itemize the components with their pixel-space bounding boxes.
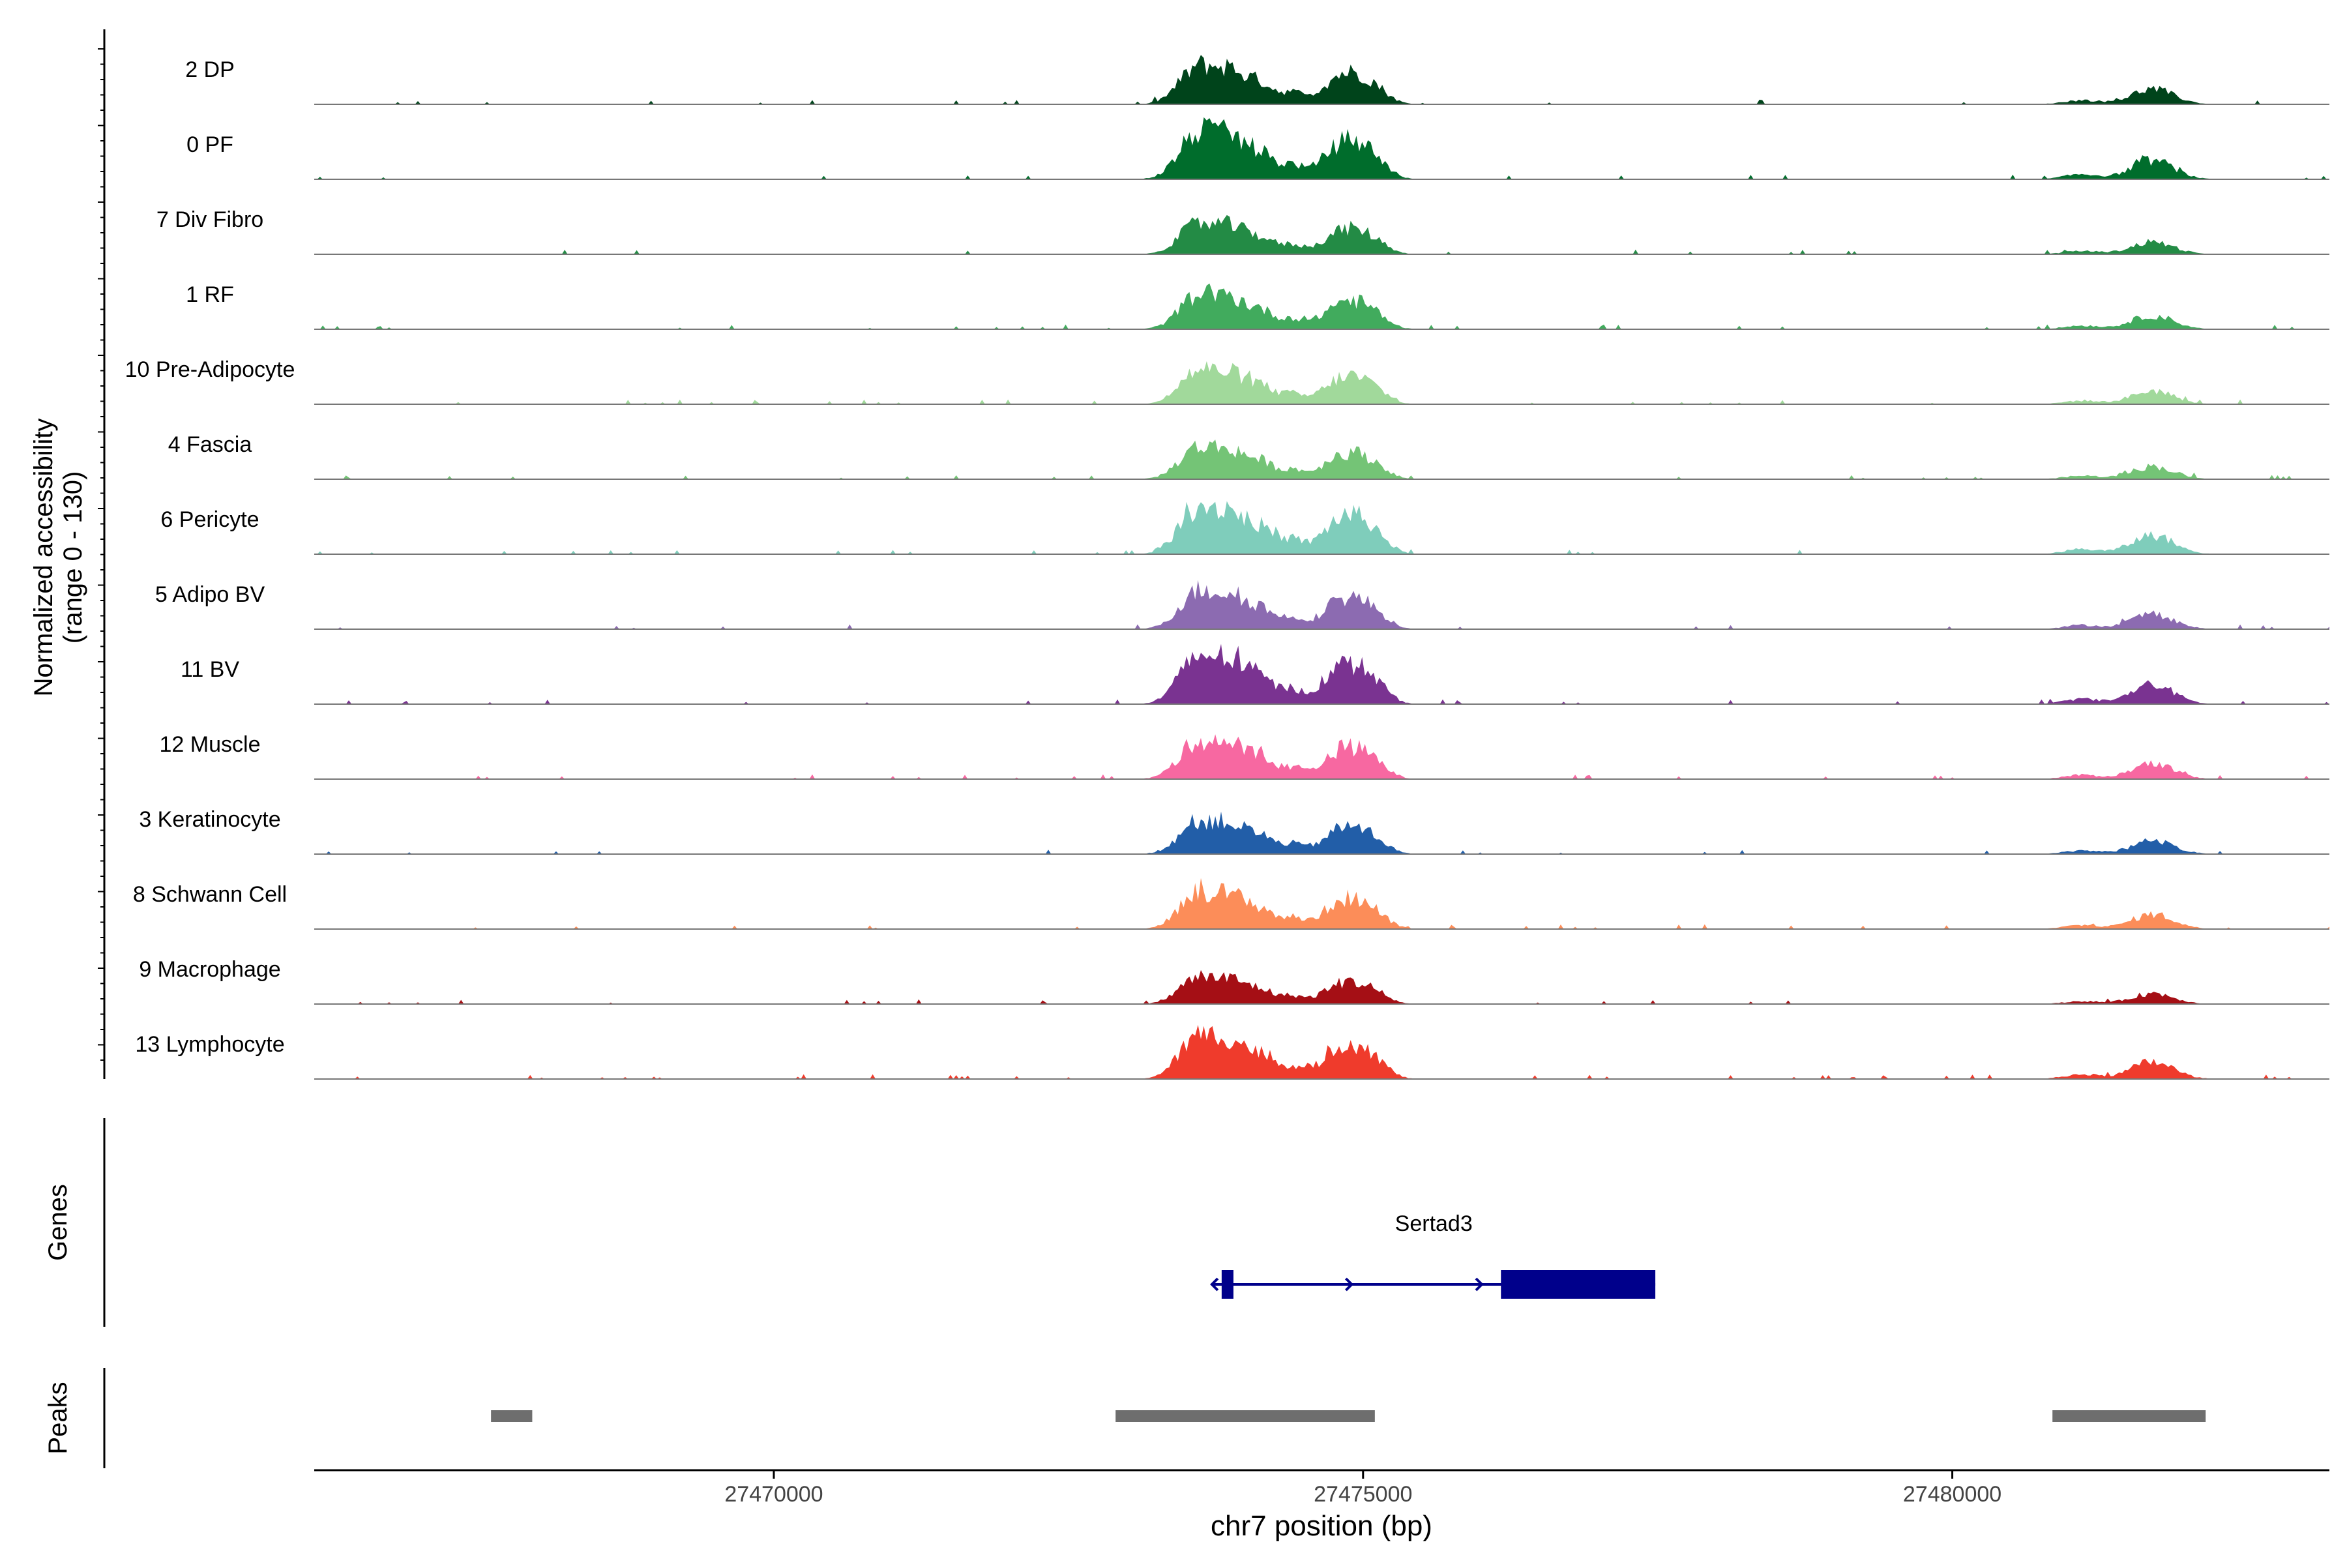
track-12: 8 Schwann Cell [133,878,2329,930]
x-tick-label: 27470000 [724,1482,823,1507]
track-label: 2 DP [185,57,235,82]
accessibility-area [314,734,2329,779]
track-label: 7 Div Fibro [156,207,263,232]
x-tick-label: 27475000 [1314,1482,1412,1507]
gene-exon [1501,1270,1656,1299]
track-label: 8 Schwann Cell [133,882,287,907]
accessibility-area [314,501,2329,554]
peaks-panel-label: Peaks [44,1382,72,1454]
track-label: 0 PF [186,132,233,157]
y-axis-label-line2: (range 0 - 130) [59,471,87,644]
track-7: 6 Pericyte [160,501,2329,555]
track-9: 11 BV [181,643,2329,705]
track-3: 7 Div Fibro [156,207,2329,255]
peak-bar [491,1410,533,1422]
track-5: 10 Pre-Adipocyte [125,357,2329,405]
accessibility-area [314,361,2329,404]
x-axis-ticks: 27470000 27475000 27480000 [724,1470,2001,1507]
gene-name-label: Sertad3 [1395,1211,1473,1236]
accessibility-area [314,214,2329,254]
accessibility-area [314,643,2329,704]
track-label: 10 Pre-Adipocyte [125,357,295,382]
peaks-panel: Peaks [44,1368,2206,1468]
track-label: 6 Pericyte [160,507,259,532]
x-axis-label: chr7 position (bp) [1211,1510,1432,1542]
track-10: 12 Muscle [160,732,2329,780]
track-13: 9 Macrophage [139,957,2329,1005]
track-label: 9 Macrophage [139,957,280,982]
track-1: 2 DP [185,55,2329,105]
strand-arrow [1475,1277,1484,1292]
accessibility-area [314,580,2329,629]
gene-model: Sertad3 [1210,1211,1656,1299]
peak-bar [1115,1410,1375,1422]
track-label: 12 Muscle [160,732,261,757]
track-label: 1 RF [186,282,234,307]
accessibility-area [314,878,2329,929]
peak-bars [491,1410,2206,1422]
track-label: 4 Fascia [168,432,252,457]
strand-arrow [1344,1277,1354,1292]
track-2: 0 PF [186,117,2329,180]
x-axis: 27470000 27475000 27480000 chr7 position (… [314,1469,2329,1542]
x-tick-label: 27480000 [1903,1482,2001,1507]
y-axis-label-line1: Normalized accessibility [29,419,58,697]
accessibility-area [314,969,2329,1004]
track-11: 3 Keratinocyte [139,807,2329,855]
track-6: 4 Fascia [168,432,2329,480]
genes-panel: Genes Sertad3 [44,1118,1656,1327]
track-label: 13 Lymphocyte [135,1032,284,1057]
track-label: 11 BV [181,657,239,682]
accessibility-area [314,55,2329,104]
track-14: 13 Lymphocyte [135,1025,2329,1080]
accessibility-area [314,283,2329,329]
track-label: 3 Keratinocyte [139,807,280,832]
track-4: 1 RF [186,282,2329,330]
accessibility-tracks: 2 DP 0 PF 7 Div Fibro 1 RF 10 Pre-Adipocyte 4… [125,55,2329,1080]
strand-arrow [1210,1277,1219,1292]
accessibility-area [314,117,2329,179]
track-8: 5 Adipo BV [155,580,2329,630]
accessibility-area [314,811,2329,854]
y-axis-ticks [98,48,104,1061]
genes-panel-label: Genes [44,1184,72,1261]
accessibility-area [314,1025,2329,1079]
left-axis: Normalized accessibility (range 0 - 130) [29,29,106,1079]
track-label: 5 Adipo BV [155,582,265,607]
gene-exon [1221,1270,1233,1299]
peak-bar [2052,1410,2206,1422]
accessibility-area [314,439,2329,479]
